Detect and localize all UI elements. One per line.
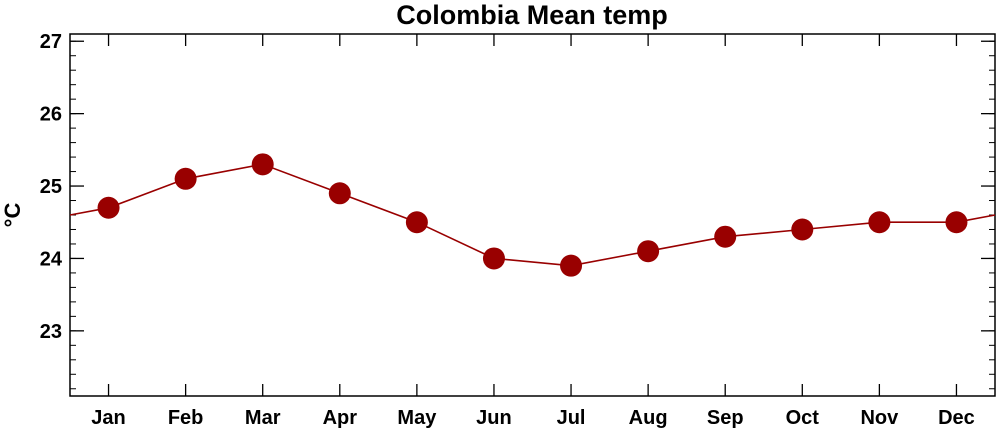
x-tick-label: Sep [707, 407, 744, 429]
x-tick-label: May [397, 407, 437, 429]
data-point [714, 225, 737, 248]
x-ticks [107, 34, 958, 396]
x-tick-label: Jun [476, 407, 512, 429]
x-tick-label: Feb [168, 407, 204, 429]
x-tick-label: Jul [557, 407, 586, 429]
y-tick-label: 26 [40, 104, 62, 126]
x-tick-label: Nov [860, 407, 899, 429]
series-line [69, 163, 996, 267]
data-point [560, 254, 583, 277]
plot-frame [69, 33, 996, 397]
data-point [945, 211, 968, 234]
data-point [328, 182, 351, 205]
data-point [637, 240, 660, 263]
data-point [482, 247, 505, 270]
x-tick-label: Dec [938, 407, 975, 429]
x-tick-label: Apr [323, 407, 358, 429]
data-point [97, 196, 120, 219]
chart-title: Colombia Mean temp [396, 0, 668, 30]
data-point [868, 211, 891, 234]
data-point [791, 218, 814, 241]
x-tick-labels: Jan Feb Mar Apr May Jun Jul Aug Sep Oct Nov Dec [91, 407, 975, 429]
x-tick-label: Aug [629, 407, 668, 429]
data-point [251, 153, 274, 176]
series-group [69, 153, 996, 277]
y-tick-label: 27 [40, 31, 62, 53]
y-tick-labels: 23 24 25 26 27 [40, 31, 63, 343]
y-major-ticks [70, 40, 995, 332]
data-point [405, 211, 428, 234]
data-point [174, 167, 197, 190]
y-tick-label: 24 [40, 248, 63, 270]
x-tick-label: Mar [245, 407, 281, 429]
x-tick-label: Oct [786, 407, 820, 429]
y-axis-label: °C [0, 203, 25, 228]
x-tick-label: Jan [91, 407, 125, 429]
y-minor-ticks [70, 40, 995, 390]
y-tick-label: 25 [40, 176, 62, 198]
y-tick-label: 23 [40, 321, 62, 343]
plot-area [69, 33, 996, 397]
